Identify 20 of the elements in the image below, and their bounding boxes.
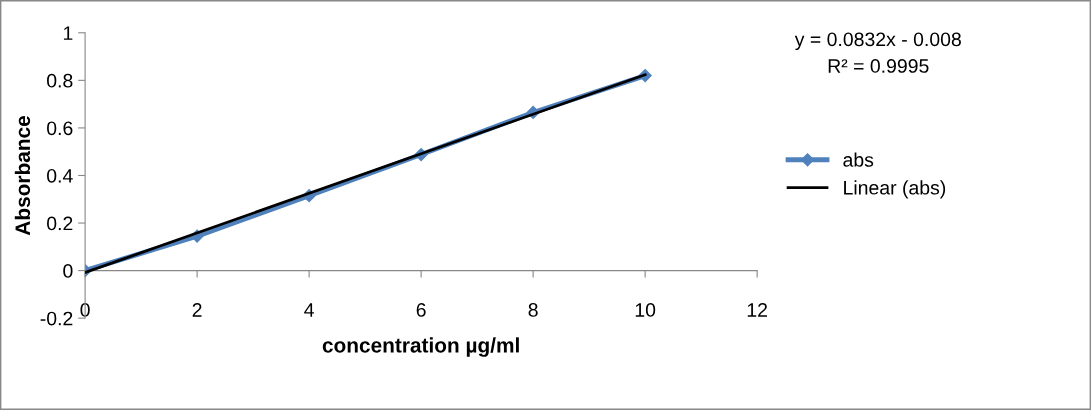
x-tick-label: 2 [192, 303, 202, 317]
x-tick-label: 4 [304, 303, 314, 317]
y-tick-label: 0.8 [47, 73, 73, 88]
x-tick-label: 0 [80, 303, 90, 317]
y-tick-label: 0.4 [47, 168, 73, 183]
y-axis-title: Absorbance [14, 115, 31, 236]
text: y = 0.0832x - 0.008 [794, 32, 961, 51]
x-axis-title: concentration µg/ml [322, 337, 519, 357]
legend-label: Linear (abs) [844, 180, 946, 199]
y-tick-label: 1 [63, 26, 73, 40]
x-tick-label: 8 [528, 303, 538, 317]
y-tick-label: -0.2 [40, 311, 73, 326]
y-tick-label: 0.2 [47, 216, 73, 231]
x-tick-label: 12 [747, 303, 767, 317]
legend-label: abs [843, 152, 874, 167]
text: R² = 0.9995 [828, 59, 929, 73]
y-tick-label: 0 [63, 264, 73, 278]
y-tick-label: 0.6 [47, 121, 73, 136]
x-tick-label: 6 [416, 303, 426, 317]
x-tick-label: 10 [635, 303, 656, 317]
